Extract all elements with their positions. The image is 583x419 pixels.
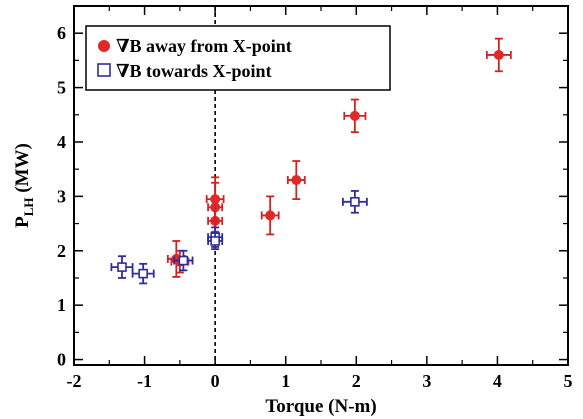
x-tick-label: 4 [493,371,502,391]
data-point-away [210,194,221,205]
y-tick-label: 4 [57,132,66,152]
y-tick-label: 5 [57,78,66,98]
legend-label-away: ∇B away from X-point [116,36,292,56]
data-point-towards [138,268,148,279]
y-tick-label: 3 [57,186,66,206]
x-tick-label: 1 [281,371,290,391]
data-point-towards [117,262,127,272]
data-point-away [349,110,360,121]
y-axis-title-unit: (MW) [12,143,33,197]
y-tick-label: 2 [57,241,66,261]
x-tick-label: 2 [352,371,361,391]
series-towards-x-point [110,190,368,285]
legend-label-towards: ∇B towards X-point [116,61,272,81]
data-point-away [291,175,302,186]
data-point-towards [178,255,189,266]
x-tick-label: 3 [422,371,431,391]
x-tick-label: -2 [67,371,82,391]
data-point-towards [210,236,220,246]
x-tick-label: -1 [137,371,152,391]
y-axis-title-subscript: LH [21,197,36,216]
data-marks-layer [110,37,512,285]
y-axis-title: PLH (MW) [12,143,36,228]
legend-marker-towards [97,63,111,77]
x-axis-title: Torque (N-m) [265,396,376,417]
x-tick-label: 5 [564,371,573,391]
y-axis-title-main: P [12,216,33,228]
legend: ∇B away from X-point ∇B towards X-point [85,25,391,91]
data-point-away [493,49,504,60]
x-tick-label: 0 [211,371,220,391]
axis-ticks-layer: -2 -1 0 1 2 3 4 5 0 1 2 3 4 5 6 [57,5,573,391]
legend-box [85,25,391,91]
data-point-away [265,210,276,221]
y-tick-label: 1 [57,295,66,315]
data-point-towards [350,197,360,207]
y-tick-label: 0 [57,350,66,370]
legend-marker-away [98,40,110,52]
y-tick-label: 6 [57,23,66,43]
